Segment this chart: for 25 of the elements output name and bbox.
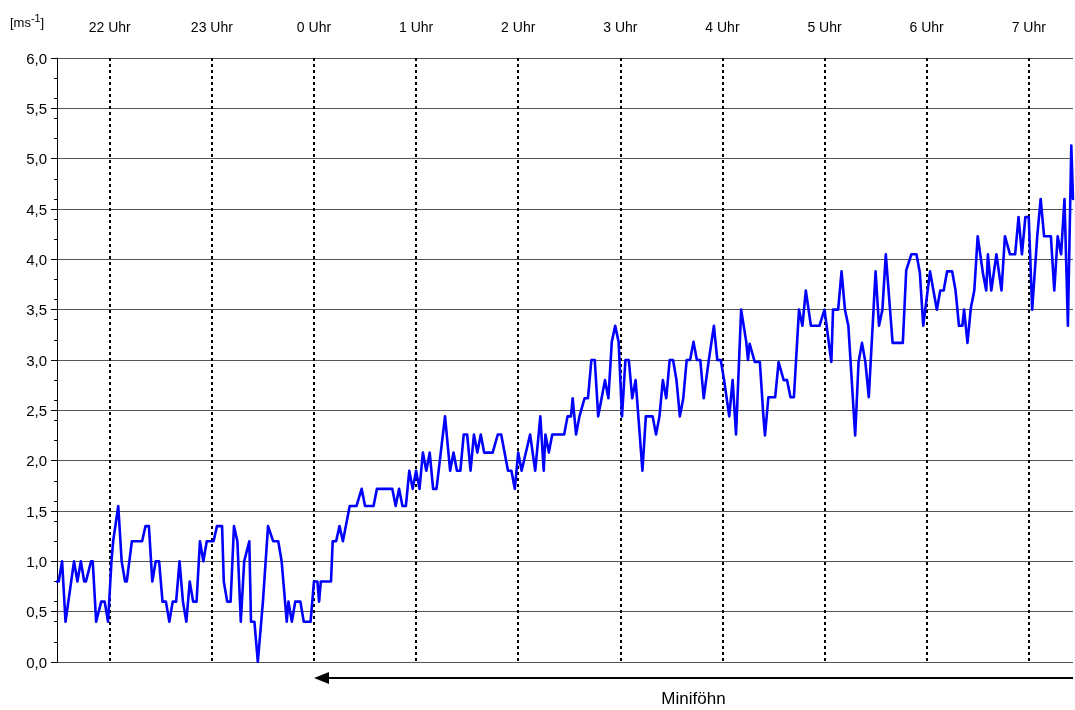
y-tick-label: 0,0 xyxy=(26,653,47,671)
y-tick-label: 0,5 xyxy=(26,603,47,621)
y-tick-label: 3,5 xyxy=(26,301,47,319)
x-tick-label: 23 Uhr xyxy=(190,19,234,35)
y-tick-label: 1,5 xyxy=(26,502,47,520)
x-tick-label: 6 Uhr xyxy=(909,19,945,35)
y-tick-label: 2,0 xyxy=(26,452,47,470)
x-tick-label: 7 Uhr xyxy=(1011,19,1047,35)
y-tick-label: 6,0 xyxy=(26,49,47,67)
x-tick-label: 3 Uhr xyxy=(603,19,638,35)
x-tick-label: 22 Uhr xyxy=(88,19,132,35)
y-tick-label: 1,0 xyxy=(26,552,47,570)
x-tick-label: 0 Uhr xyxy=(296,19,332,35)
x-tick-label: 4 Uhr xyxy=(705,19,740,35)
x-tick-label: 2 Uhr xyxy=(501,19,536,35)
y-tick-label: 4,0 xyxy=(26,250,47,268)
y-tick-label: 2,5 xyxy=(26,401,47,419)
x-tick-label: 5 Uhr xyxy=(807,19,842,35)
x-tick-label: 1 Uhr xyxy=(398,19,434,35)
y-tick-label: 5,5 xyxy=(26,99,47,117)
y-tick-label: 5,0 xyxy=(26,150,47,168)
text: Miniföhn xyxy=(661,689,726,709)
y-axis-title: [ms$^{-1}$] xyxy=(10,12,45,31)
y-tick-label: 4,5 xyxy=(26,200,47,218)
y-tick-label: 3,0 xyxy=(26,351,47,369)
